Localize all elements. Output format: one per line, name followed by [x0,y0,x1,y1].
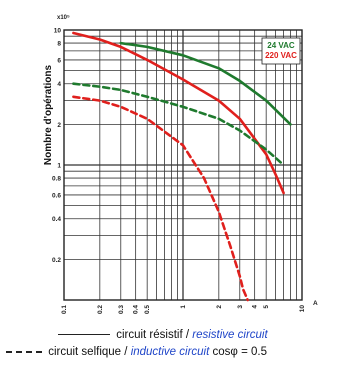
legend-separator: / [185,329,190,341]
y-multiplier: x10⁵ [57,15,70,21]
y-tick-label: 6 [57,57,61,64]
legend-entry-24-vac: 24 VAC [267,41,295,50]
series-line-220-vac-resistive [72,31,285,195]
x-tick-label: 0.4 [133,305,140,314]
y-tick-label: 4 [57,81,61,88]
legend-box-frame [261,37,301,65]
dashed-line-sample [6,350,42,353]
solid-line-sample [58,334,110,336]
plot-border [63,29,303,301]
y-tick-label: 1 [57,163,61,170]
x-tick-label: 5 [263,305,270,309]
x-tick-label: 10 [299,305,306,313]
y-tick-labels: 10 8 6 4 2 1 0.8 0.6 0.4 0.2 [52,28,61,264]
y-tick-label: 0.6 [52,192,61,199]
series-lines [72,31,292,302]
legend-cos-phi: cosφ = 0.5 [212,346,267,358]
y-tick-label: 8 [57,41,61,48]
legend-entry-220-vac: 220 VAC [265,51,297,60]
y-tick-label: 0.8 [52,176,61,183]
series-line-24-vac-inductive [72,82,285,167]
y-tick-label: 2 [57,122,61,129]
x-tick-label: 1 [180,305,187,309]
x-tick-label: 2 [216,305,223,309]
x-axis-unit: A [313,300,318,307]
legend-resistive-fr: circuit résistif [116,329,183,341]
y-tick-label: 0.4 [52,216,61,223]
plot-frame [63,29,303,301]
series-line-220-vac-inductive [72,95,249,302]
y-tick-label: 0.2 [52,257,61,264]
legend-inductive-en: inductive circuit [130,346,210,358]
legend-inductive-fr: circuit selfique [48,346,122,358]
x-tick-labels: 0.1 0.2 0.3 0.4 0.5 1 2 3 4 5 10 [61,305,306,314]
grid [64,30,302,300]
legend-separator-2: / [124,346,128,358]
x-tick-label: 0.2 [97,305,104,314]
x-tick-label: 0.3 [118,305,125,314]
series-line-24-vac-resistive [119,41,292,126]
x-tick-label: 0.1 [61,305,68,314]
y-tick-label: 10 [54,28,62,35]
y-axis-label: Nombre d'opérations [43,64,54,165]
x-tick-label: 4 [252,305,259,309]
legend-resistive: circuit résistif / resistive circuit [58,329,268,341]
legend-inductive: circuit selfique / inductive circuit cos… [6,346,267,358]
x-tick-label: 0.5 [144,305,151,314]
x-tick-label: 3 [237,305,244,309]
legend-resistive-en: resistive circuit [192,329,268,341]
